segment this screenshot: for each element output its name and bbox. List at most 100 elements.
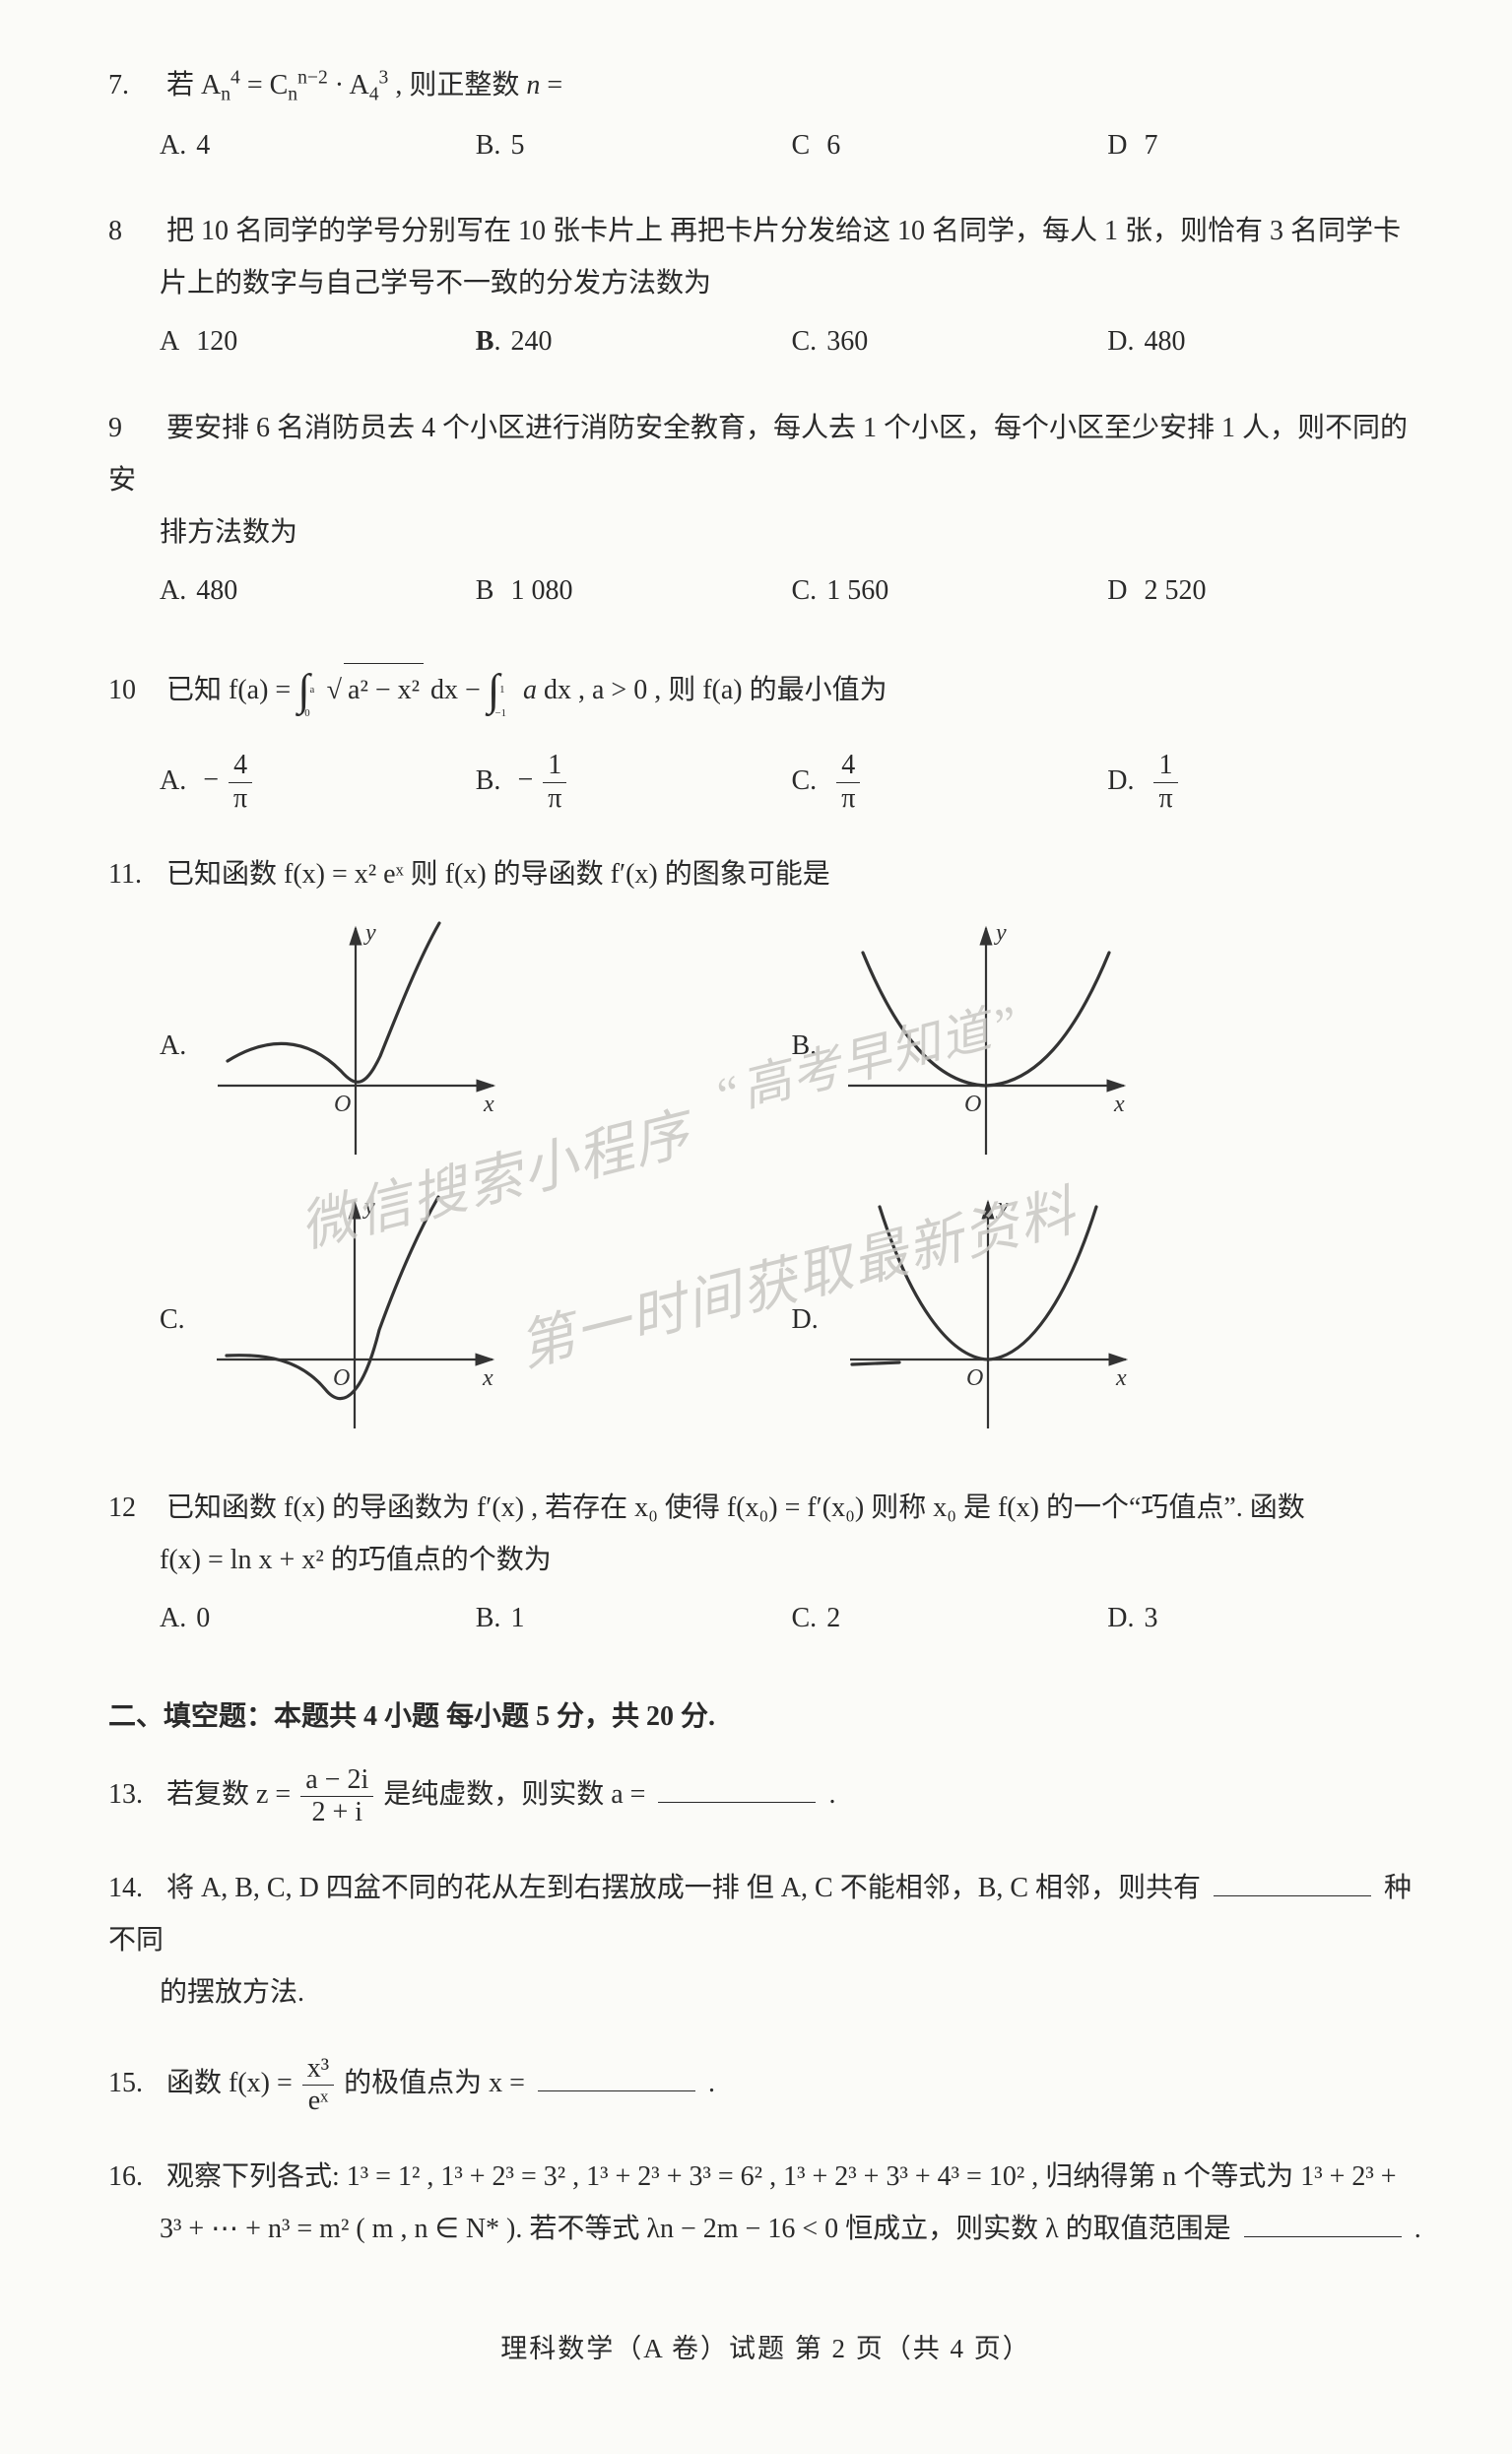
q16-stem: 16. 观察下列各式: 1³ = 1² , 1³ + 2³ = 3² , 1³ … (108, 2151, 1423, 2203)
question-14: 14. 将 A, B, C, D 四盆不同的花从左到右摆放成一排 但 A, C … (108, 1862, 1423, 2020)
q16-num: 16. (108, 2151, 160, 2203)
q8-stem: 8 把 10 名同学的学号分别写在 10 张卡片上 再把卡片分发给这 10 名同… (108, 205, 1423, 257)
q8-num: 8 (108, 205, 160, 257)
q14-l2: 的摆放方法. (108, 1966, 1423, 2019)
q7-options: A.4 B.5 C 6 D 7 (108, 119, 1423, 171)
q7-opt-b: B.5 (476, 119, 792, 171)
q10-pre: 已知 f(a) = (166, 675, 297, 705)
question-9: 9 要安排 6 名消防员去 4 个小区进行消防安全教育，每人去 1 个小区，每个… (108, 402, 1423, 618)
q15-frac: x³eˣ (302, 2053, 334, 2117)
q7-opt-a: A.4 (160, 119, 476, 171)
q11-text: 已知函数 f(x) = x² eˣ 则 f(x) 的导函数 f′(x) 的图象可… (166, 859, 830, 890)
q13-post: 是纯虚数，则实数 a = (383, 1779, 652, 1810)
q7-stem: 7. 若 An4 = Cnn−2 · A43 , 则正整数 n = (108, 59, 1423, 113)
q16-l2: 3³ + ⋯ + n³ = m² ( m , n ∈ N* ). 若不等式 λn… (108, 2203, 1423, 2255)
q9-options: A.480 B 1 080 C.1 560 D 2 520 (108, 564, 1423, 617)
q12-opt-a: A.0 (160, 1592, 476, 1644)
q9-opt-a: A.480 (160, 564, 476, 617)
question-13: 13. 若复数 z = a − 2i2 + i 是纯虚数，则实数 a = . (108, 1764, 1423, 1828)
svg-text:x: x (482, 1365, 493, 1391)
q15-num: 15. (108, 2057, 160, 2109)
q8-options: A 120 B.240 C.360 D.480 (108, 315, 1423, 367)
svg-text:x: x (483, 1092, 494, 1117)
q12-stem: 12 已知函数 f(x) 的导函数为 f′(x) , 若存在 x₀ 使得 f(x… (108, 1482, 1423, 1534)
q16-l2-tail: . (1414, 2214, 1421, 2244)
q16-blank (1244, 2207, 1402, 2237)
q7-opt-d: D 7 (1107, 119, 1423, 171)
q13-stem: 13. 若复数 z = a − 2i2 + i 是纯虚数，则实数 a = . (108, 1764, 1423, 1828)
svg-text:O: O (334, 1092, 351, 1117)
q14-num: 14. (108, 1862, 160, 1914)
svg-text:O: O (966, 1365, 983, 1391)
q14-stem: 14. 将 A, B, C, D 四盆不同的花从左到右摆放成一排 但 A, C … (108, 1862, 1423, 1966)
q13-tail: . (828, 1779, 835, 1810)
q10-opt-d: D. 1π (1107, 750, 1423, 814)
page-footer: 理科数学（A 卷）试题 第 2 页（共 4 页） (108, 2324, 1423, 2374)
q13-frac: a − 2i2 + i (300, 1764, 373, 1828)
graph-c-svg: x y O (207, 1192, 502, 1448)
q10-stem: 10 已知 f(a) = ∫a0 √a² − x² dx − ∫1−1 a dx… (108, 650, 1423, 734)
section-2-heading: 二、填空题：本题共 4 小题 每小题 5 分，共 20 分. (108, 1691, 1423, 1743)
q10-num: 10 (108, 664, 160, 716)
q15-stem: 15. 函数 f(x) = x³eˣ 的极值点为 x = . (108, 2053, 1423, 2117)
svg-text:O: O (964, 1092, 981, 1117)
q9-opt-b: B 1 080 (476, 564, 792, 617)
q11-row1: A. xyO B. xyO (108, 918, 1423, 1174)
q12-options: A.0 B.1 C.2 D.3 (108, 1592, 1423, 1644)
q11-graph-b: B. xyO (792, 918, 1424, 1174)
q16-l2-pre: 3³ + ⋯ + n³ = m² ( m , n ∈ N* ). 若不等式 λn… (160, 2214, 1238, 2244)
q9-opt-d: D 2 520 (1107, 564, 1423, 617)
q15-post: 的极值点为 x = (344, 2068, 532, 2098)
q7-num: 7. (108, 59, 160, 111)
q12-opt-b: B.1 (476, 1592, 792, 1644)
q12-opt-c: C.2 (792, 1592, 1108, 1644)
svg-text:y: y (994, 920, 1007, 946)
q8-opt-c: C.360 (792, 315, 1108, 367)
q10-opt-b: B. − 1π (476, 750, 792, 814)
q9-line2: 排方法数为 (108, 506, 1423, 559)
q15-pre: 函数 f(x) = (166, 2068, 299, 2098)
q12-line2: f(x) = ln x + x² 的巧值点的个数为 (108, 1534, 1423, 1586)
exam-page: 7. 若 An4 = Cnn−2 · A43 , 则正整数 n = A.4 B.… (0, 0, 1512, 2454)
q10-int2-body: a (523, 675, 537, 705)
q14-l1-pre: 将 A, B, C, D 四盆不同的花从左到右摆放成一排 但 A, C 不能相邻… (166, 1873, 1208, 1903)
q10-opt-c: C. 4π (792, 750, 1108, 814)
q9-opt-c: C.1 560 (792, 564, 1108, 617)
q11-graph-c: C. xyO (160, 1192, 792, 1448)
svg-text:O: O (333, 1365, 350, 1391)
svg-text:y: y (363, 920, 376, 946)
svg-text:x: x (1115, 1365, 1127, 1391)
q10-dx1: dx − (430, 675, 488, 705)
q8-line2: 片上的数字与自己学号不一致的分发方法数为 (108, 257, 1423, 309)
q9-stem: 9 要安排 6 名消防员去 4 个小区进行消防安全教育，每人去 1 个小区，每个… (108, 402, 1423, 506)
q10-dx2: dx , a > 0 , 则 f(a) 的最小值为 (544, 675, 887, 705)
q10-options: A. − 4π B. − 1π C. 4π D. 1π (108, 750, 1423, 814)
q13-blank (658, 1772, 816, 1803)
q8-opt-d: D.480 (1107, 315, 1423, 367)
question-15: 15. 函数 f(x) = x³eˣ 的极值点为 x = . (108, 2053, 1423, 2117)
graph-b-svg: x y O (838, 918, 1134, 1174)
q15-tail: . (708, 2068, 715, 2098)
question-10: 10 已知 f(a) = ∫a0 √a² − x² dx − ∫1−1 a dx… (108, 650, 1423, 814)
svg-text:x: x (1113, 1092, 1125, 1117)
q9-line1: 要安排 6 名消防员去 4 个小区进行消防安全教育，每人去 1 个小区，每个小区… (108, 413, 1408, 496)
q11-graph-d: D. xyO (792, 1192, 1424, 1448)
q11-num: 11. (108, 848, 160, 900)
q10-sqrt-body: a² − x² (344, 663, 424, 716)
q11-row2: C. xyO D. xyO (108, 1192, 1423, 1448)
svg-text:y: y (996, 1194, 1009, 1220)
q14-blank (1214, 1866, 1371, 1896)
question-12: 12 已知函数 f(x) 的导函数为 f′(x) , 若存在 x₀ 使得 f(x… (108, 1482, 1423, 1645)
q13-num: 13. (108, 1768, 160, 1821)
question-16: 16. 观察下列各式: 1³ = 1² , 1³ + 2³ = 3² , 1³ … (108, 2151, 1423, 2255)
q8-opt-b: B.240 (476, 315, 792, 367)
q15-blank (538, 2061, 695, 2091)
q11-graph-a: A. xyO (160, 918, 792, 1174)
question-11: 11. 已知函数 f(x) = x² eˣ 则 f(x) 的导函数 f′(x) … (108, 848, 1423, 1448)
sqrt-icon: √ (327, 675, 342, 705)
q7-opt-c: C 6 (792, 119, 1108, 171)
q10-opt-a: A. − 4π (160, 750, 476, 814)
q13-pre: 若复数 z = (166, 1779, 297, 1810)
svg-text:y: y (362, 1194, 375, 1220)
graph-a-svg: x y O (208, 918, 503, 1174)
